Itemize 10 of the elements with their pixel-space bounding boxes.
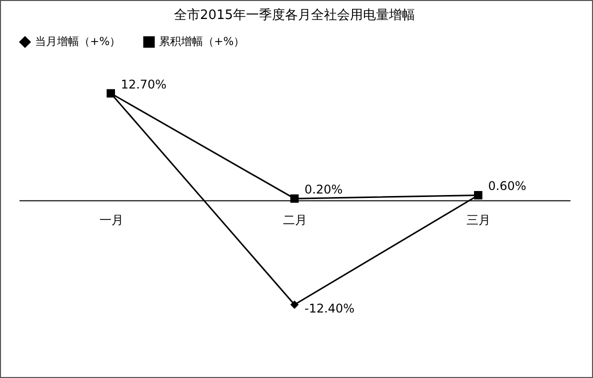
legend-label: 累积增幅（+%） (159, 35, 245, 48)
chart-title: 全市2015年一季度各月全社会用电量增幅 (174, 7, 416, 23)
data-label: 0.60% (488, 179, 526, 194)
legend-label: 当月增幅（+%） (35, 35, 121, 48)
data-label: 0.20% (304, 182, 343, 197)
x-tick-label: 一月 (99, 212, 124, 227)
data-label: -12.40% (304, 302, 355, 316)
data-label: 12.70% (120, 77, 167, 92)
x-tick-label: 三月 (466, 212, 491, 227)
x-tick-label: 二月 (283, 212, 307, 227)
